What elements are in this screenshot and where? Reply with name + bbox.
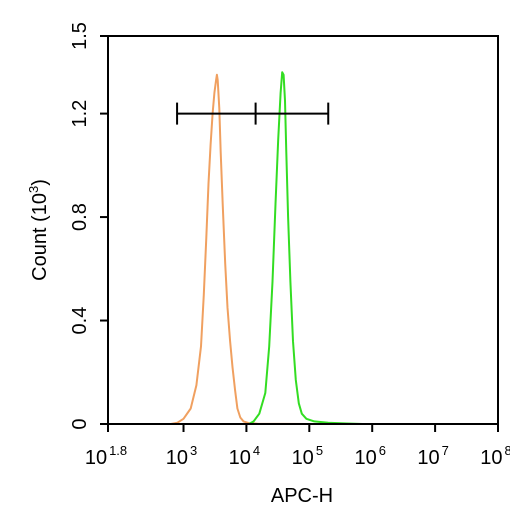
x-tick-label-base: 10 — [480, 447, 502, 469]
series-layer — [170, 71, 363, 425]
y-tick-label: 0.8 — [69, 203, 91, 231]
y-axis-label-text: Count — [29, 227, 51, 281]
x-tick-label: 10 6 — [354, 443, 385, 469]
x-tick-label-exp: 1.8 — [109, 443, 127, 458]
x-tick-label-base: 10 — [354, 447, 376, 469]
x-tick-label-base: 10 — [229, 447, 251, 469]
y-tick-label: 0 — [69, 418, 91, 429]
histogram-series-2 — [248, 71, 363, 425]
x-tick-label-exp: 4 — [253, 443, 260, 458]
y-axis-label: Count (103) — [26, 179, 51, 281]
x-tick-label: 10 7 — [417, 443, 448, 469]
x-tick-label-base: 10 — [166, 447, 188, 469]
x-tick-label: 10 8 — [480, 443, 510, 469]
x-tick-label-exp: 6 — [379, 443, 386, 458]
x-tick-label: 10 5 — [292, 443, 323, 469]
y-tick-label: 1.5 — [69, 22, 91, 50]
plot-frame — [107, 35, 499, 425]
y-axis-label-unit-exp: 3 — [26, 186, 41, 193]
x-tick-label-exp: 8 — [505, 443, 510, 458]
y-axis-label-unit-base: 10 — [29, 193, 51, 215]
x-tick-label-base: 10 — [85, 447, 107, 469]
x-tick-label: 10 3 — [166, 443, 197, 469]
y-tick-label: 0.4 — [69, 307, 91, 335]
x-tick-label: 10 4 — [229, 443, 260, 469]
range-marker — [176, 102, 330, 125]
y-tick-label: 1.2 — [69, 100, 91, 128]
histogram-series-1 — [170, 73, 310, 425]
y-axis-label-unit-close: ) — [29, 179, 51, 186]
x-axis-ticks: 10 1.8 10 3 10 4 10 5 10 6 10 7 10 8 — [85, 424, 510, 469]
x-axis-label: APC-H — [271, 485, 333, 507]
x-tick-label-exp: 3 — [190, 443, 197, 458]
x-tick-label-base: 10 — [292, 447, 314, 469]
x-tick-label-exp: 7 — [442, 443, 449, 458]
x-tick-label-exp: 5 — [316, 443, 323, 458]
x-tick-label-base: 10 — [417, 447, 439, 469]
y-axis-ticks: 0 0.4 0.8 1.2 1.5 — [69, 22, 108, 430]
y-axis-label-unit-open: ( — [29, 215, 51, 228]
x-tick-label: 10 1.8 — [85, 443, 127, 469]
